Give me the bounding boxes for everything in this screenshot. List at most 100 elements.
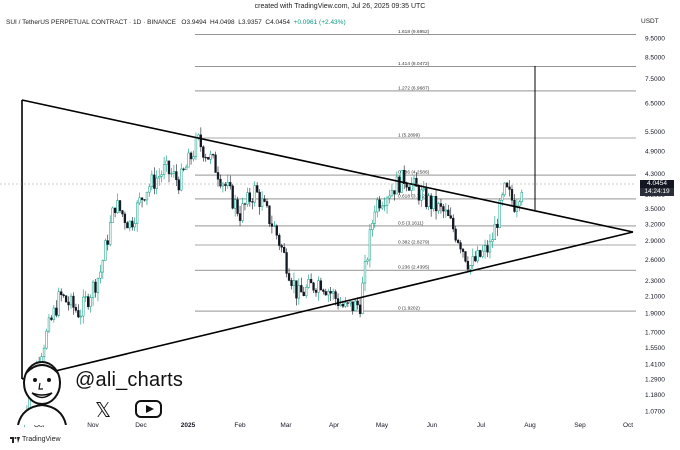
fib-label: 0.236 (2.4395) — [398, 265, 430, 271]
candle-body — [67, 301, 70, 306]
youtube-icon[interactable] — [135, 400, 162, 418]
candle-body — [430, 195, 433, 209]
candle-body — [185, 166, 188, 170]
candle-body — [268, 205, 271, 224]
y-tick-label: 3.5000 — [645, 206, 665, 213]
candle-body — [221, 183, 225, 187]
candle-body — [332, 291, 335, 294]
tradingview-brand[interactable]: TradingView — [10, 436, 61, 443]
x-tick-label: Jun — [427, 422, 438, 429]
open-label: O — [181, 19, 187, 26]
candle-body — [165, 160, 168, 165]
candle-body — [202, 146, 205, 158]
candle-body — [136, 202, 139, 224]
candle-body — [496, 223, 499, 228]
change-value: +0.0961 (+2.43%) — [293, 19, 346, 26]
candle-body — [388, 195, 391, 199]
symbol-text[interactable]: SUI / TetherUS PERPETUAL CONTRACT · 1D ·… — [6, 19, 176, 26]
candle-body — [381, 205, 384, 209]
candle-body — [349, 301, 352, 304]
candle-body — [466, 261, 470, 270]
candle-body — [442, 206, 445, 212]
candle-body — [87, 296, 90, 307]
candle-body — [412, 177, 416, 184]
candle-body — [520, 191, 523, 203]
candle-body — [464, 251, 467, 262]
countdown-tag: 14:24:19 — [640, 188, 674, 196]
candle-body — [368, 229, 372, 261]
candle-body — [47, 317, 51, 332]
candle-body — [434, 196, 438, 212]
tradingview-label: TradingView — [22, 436, 61, 443]
fib-label: 1.272 (6.9687) — [398, 85, 430, 91]
y-tick-label: 7.5000 — [645, 76, 665, 83]
candle-body — [483, 245, 487, 252]
y-tick-label: 1.2900 — [645, 377, 665, 384]
candle-body — [57, 291, 60, 316]
candle-body — [64, 295, 68, 303]
candle-body — [297, 285, 301, 299]
x-tick-label: Apr — [329, 422, 340, 429]
y-tick-label: 1.5500 — [645, 345, 665, 352]
candle-body — [197, 134, 200, 138]
candle-body — [358, 304, 362, 314]
candle-body — [79, 315, 82, 318]
candle-body — [510, 189, 514, 201]
candle-body — [69, 295, 73, 306]
candle-body — [172, 171, 176, 174]
candle-body — [84, 296, 87, 298]
candle-body — [199, 134, 202, 148]
candle-body — [447, 209, 450, 216]
candle-body — [334, 291, 337, 299]
candle-body — [133, 223, 136, 228]
candle-body — [341, 303, 345, 307]
candle-body — [118, 200, 122, 211]
candle-body — [175, 171, 178, 181]
candle-body — [479, 250, 482, 257]
x-tick-label: May — [376, 422, 389, 429]
candle-body — [339, 303, 342, 306]
candle-body — [280, 245, 283, 248]
candle-body — [128, 220, 131, 229]
candle-body — [322, 289, 325, 292]
y-tick-label: 4.3000 — [645, 171, 665, 178]
candle-body — [417, 186, 421, 201]
candle-body — [248, 192, 251, 202]
candle-body — [177, 179, 180, 191]
fib-label: 0.786 (4.2586) — [398, 170, 430, 176]
candle-body — [273, 225, 276, 227]
candle-body — [192, 156, 195, 160]
candle-body — [111, 207, 114, 223]
open-value: 3.9494 — [186, 19, 207, 26]
candle-body — [187, 152, 190, 168]
candle-body — [194, 137, 198, 157]
candle-body — [407, 186, 411, 191]
candle-body — [290, 280, 293, 286]
price-chart[interactable]: 1.618 (9.6952) 1.414 (8.0472) 1.272 (6.968… — [0, 28, 680, 438]
candle-body — [246, 192, 249, 205]
candle-body — [155, 177, 158, 189]
high-label: H — [210, 19, 215, 26]
candle-body — [204, 157, 207, 159]
y-tick-label: 2.6000 — [645, 257, 665, 264]
candle-body — [390, 190, 394, 197]
candle-body — [243, 203, 247, 205]
author-handle[interactable]: @ali_charts — [75, 369, 184, 391]
candle-body — [437, 203, 440, 212]
candle-body — [425, 188, 428, 208]
currency-label[interactable]: USDT — [641, 18, 659, 25]
candle-body — [74, 307, 78, 311]
low-value: 3.9357 — [241, 19, 262, 26]
candle-body — [60, 291, 63, 296]
candle-body — [307, 279, 310, 288]
candle-body — [263, 198, 266, 202]
candle-body — [324, 291, 327, 296]
candle-body — [420, 189, 423, 201]
candle-body — [150, 174, 153, 188]
x-logo-icon[interactable]: 𝕏 — [95, 398, 112, 422]
candle-body — [474, 256, 477, 262]
y-tick-label: 8.5000 — [645, 54, 665, 61]
x-tick-label: Nov — [87, 422, 99, 429]
candle-body — [131, 220, 134, 228]
candle-body — [42, 347, 46, 357]
